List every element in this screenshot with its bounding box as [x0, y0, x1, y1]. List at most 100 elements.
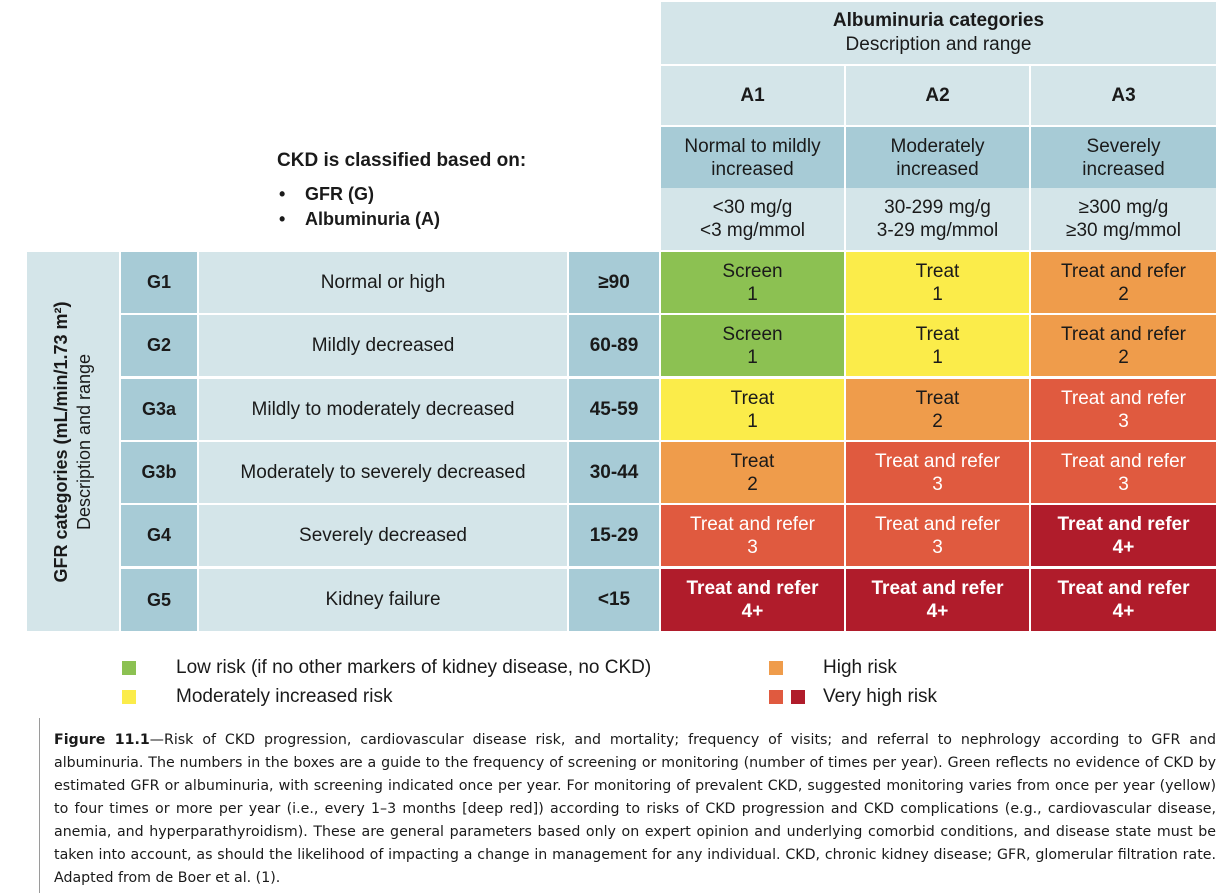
- risk-cell: Treat 2: [661, 442, 844, 503]
- albuminuria-range-a3-line1: ≥300 mg/g: [1078, 197, 1169, 218]
- legend-very-high-risk: Very high risk: [823, 686, 938, 707]
- risk-cell-frequency: 1: [747, 410, 758, 432]
- risk-cell-frequency: 4+: [1112, 601, 1135, 622]
- legend-moderate-risk: Moderately increased risk: [176, 686, 393, 707]
- figure-caption: Figure 11.1—Risk of CKD progression, car…: [54, 729, 1216, 890]
- gfr-row-desc: Moderately to severely decreased: [199, 442, 567, 503]
- gfr-row-desc: Severely decreased: [199, 505, 567, 566]
- albuminuria-range-a1-line2: <3 mg/mmol: [699, 220, 806, 241]
- risk-cell-frequency: 3: [932, 536, 943, 558]
- risk-cell-frequency: 3: [932, 473, 943, 495]
- risk-cell: Treat and refer 4+: [1031, 505, 1216, 566]
- albuminuria-range-a1: <30 mg/g <3 mg/mmol: [661, 188, 844, 250]
- albuminuria-range-a2-line2: 3-29 mg/mmol: [876, 220, 999, 241]
- caption-label: Figure 11.1: [54, 732, 150, 748]
- legend-swatch-red: [769, 690, 783, 704]
- risk-cell-frequency: 1: [747, 283, 758, 305]
- risk-cell-action: Treat and refer: [690, 513, 815, 535]
- risk-cell-frequency: 4+: [1112, 536, 1135, 558]
- albuminuria-range-a3-line2: ≥30 mg/mmol: [1066, 220, 1181, 241]
- gfr-row-range: <15: [569, 569, 659, 631]
- risk-cell-action: Treat and refer: [1061, 450, 1186, 472]
- gfr-row-code: G3b: [121, 442, 197, 503]
- albuminuria-desc-a2-line1: Moderately: [890, 135, 985, 157]
- risk-cell-frequency: 2: [747, 473, 758, 495]
- risk-cell: Screen 1: [661, 315, 844, 376]
- gfr-row-code: G4: [121, 505, 197, 566]
- criteria-title: CKD is classified based on:: [277, 150, 527, 171]
- albuminuria-desc-a3: Severely increased: [1031, 127, 1216, 188]
- risk-cell: Treat 2: [846, 379, 1029, 440]
- risk-cell-action: Treat and refer: [875, 513, 1000, 535]
- legend-swatch-deep-red: [791, 690, 805, 704]
- albuminuria-range-a2: 30-299 mg/g 3-29 mg/mmol: [846, 188, 1029, 250]
- risk-cell-action: Treat: [730, 450, 775, 472]
- risk-cell: Screen 1: [661, 252, 844, 313]
- gfr-subtitle: Description and range: [74, 353, 94, 531]
- risk-cell-action: Treat and refer: [875, 450, 1000, 472]
- risk-cell: Treat and refer 4+: [1031, 569, 1216, 631]
- risk-cell: Treat and refer 2: [1031, 315, 1216, 376]
- risk-cell: Treat and refer 3: [1031, 379, 1216, 440]
- gfr-row-range: 15-29: [569, 505, 659, 566]
- gfr-categories-label: GFR categories (mL/min/1.73 m²) Descript…: [27, 252, 119, 631]
- risk-cell-action: Treat and refer: [1061, 323, 1186, 345]
- risk-cell-frequency: 4+: [741, 601, 764, 622]
- legend-low-risk: Low risk (if no other markers of kidney …: [176, 657, 652, 678]
- albuminuria-header: Albuminuria categories Description and r…: [661, 2, 1216, 64]
- albuminuria-desc-a1-line1: Normal to mildly: [684, 135, 821, 157]
- criteria-item-albuminuria: Albuminuria (A): [277, 207, 637, 232]
- risk-cell-frequency: 2: [1118, 346, 1129, 368]
- risk-cell-action: Treat and refer: [871, 578, 1004, 599]
- albuminuria-range-a2-line1: 30-299 mg/g: [884, 197, 991, 218]
- gfr-row-desc: Mildly to moderately decreased: [199, 379, 567, 440]
- albuminuria-code-a2: A2: [846, 66, 1029, 125]
- legend-swatch-yellow: [122, 690, 136, 704]
- gfr-row-desc: Normal or high: [199, 252, 567, 313]
- risk-cell: Treat and refer 4+: [661, 569, 844, 631]
- risk-cell-action: Treat and refer: [1057, 578, 1190, 599]
- risk-cell-frequency: 2: [1118, 283, 1129, 305]
- albuminuria-range-a3: ≥300 mg/g ≥30 mg/mmol: [1031, 188, 1216, 250]
- risk-cell-action: Treat: [915, 387, 960, 409]
- risk-cell: Treat and refer 3: [846, 442, 1029, 503]
- risk-cell-action: Treat and refer: [1061, 260, 1186, 282]
- risk-cell-frequency: 1: [932, 346, 943, 368]
- risk-cell-action: Treat: [730, 387, 775, 409]
- albuminuria-desc-a1-line2: increased: [711, 158, 794, 180]
- risk-cell-action: Treat: [915, 323, 960, 345]
- gfr-row-range: 45-59: [569, 379, 659, 440]
- albuminuria-code-a3: A3: [1031, 66, 1216, 125]
- albuminuria-range-a1-line1: <30 mg/g: [712, 197, 793, 218]
- risk-cell: Treat and refer 3: [846, 505, 1029, 566]
- risk-cell-frequency: 3: [1118, 473, 1129, 495]
- risk-cell-action: Treat and refer: [686, 578, 819, 599]
- legend-swatch-green: [122, 661, 136, 675]
- gfr-row-range: ≥90: [569, 252, 659, 313]
- legend-high-risk: High risk: [823, 657, 897, 678]
- risk-cell: Treat 1: [846, 252, 1029, 313]
- risk-cell-frequency: 4+: [926, 601, 949, 622]
- caption-divider: [39, 718, 40, 893]
- gfr-row-range: 30-44: [569, 442, 659, 503]
- gfr-row-code: G3a: [121, 379, 197, 440]
- caption-text: —Risk of CKD progression, cardiovascular…: [54, 732, 1216, 886]
- gfr-row-desc: Kidney failure: [199, 569, 567, 631]
- risk-cell: Treat and refer 3: [1031, 442, 1216, 503]
- risk-cell: Treat 1: [661, 379, 844, 440]
- risk-cell-action: Screen: [722, 260, 783, 282]
- gfr-row-range: 60-89: [569, 315, 659, 376]
- risk-cell: Treat and refer 2: [1031, 252, 1216, 313]
- albuminuria-subtitle: Description and range: [845, 34, 1032, 55]
- risk-cell: Treat and refer 4+: [846, 569, 1029, 631]
- gfr-row-desc: Mildly decreased: [199, 315, 567, 376]
- gfr-title: GFR categories (mL/min/1.73 m²): [51, 301, 71, 583]
- gfr-row-code: G5: [121, 569, 197, 631]
- gfr-row-code: G1: [121, 252, 197, 313]
- albuminuria-desc-a3-line1: Severely: [1086, 135, 1161, 157]
- criteria-item-gfr: GFR (G): [277, 182, 637, 207]
- risk-cell-action: Treat and refer: [1057, 513, 1190, 535]
- risk-cell-frequency: 1: [747, 346, 758, 368]
- risk-cell-action: Treat: [915, 260, 960, 282]
- gfr-row-code: G2: [121, 315, 197, 376]
